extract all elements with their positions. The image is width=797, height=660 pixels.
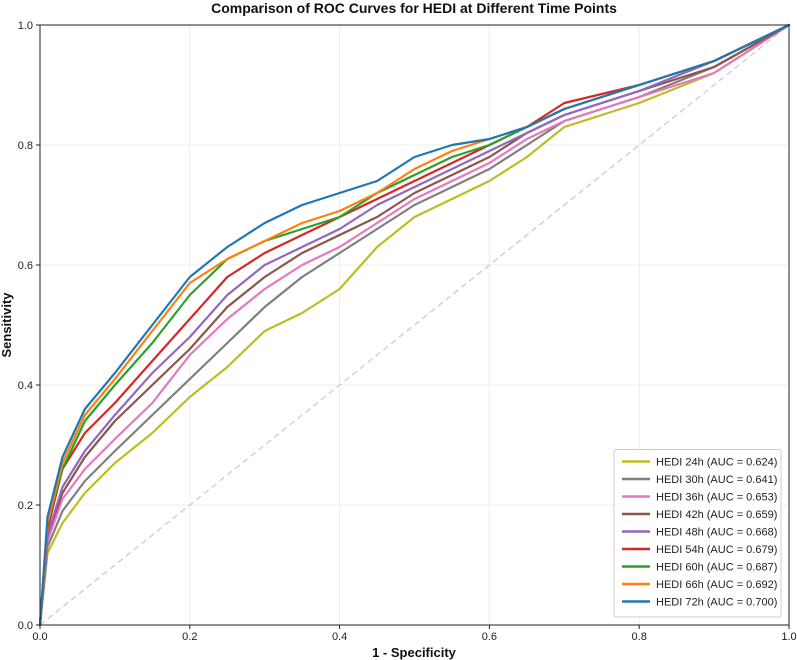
x-tick-label: 0.4	[332, 631, 347, 643]
x-axis-label: 1 - Specificity	[372, 645, 457, 660]
legend-label: HEDI 42h (AUC = 0.659)	[656, 509, 777, 521]
legend-label: HEDI 30h (AUC = 0.641)	[656, 474, 777, 486]
series-line-4	[38, 23, 791, 627]
chart-title: Comparison of ROC Curves for HEDI at Dif…	[211, 0, 617, 16]
legend-box	[613, 449, 782, 618]
y-tick-label: 0.8	[18, 140, 33, 152]
series-group	[38, 23, 791, 627]
x-tick-label: 0.2	[182, 631, 197, 643]
y-tick-label: 0.6	[18, 260, 33, 272]
legend-label: HEDI 54h (AUC = 0.679)	[656, 544, 777, 556]
legend-label: HEDI 66h (AUC = 0.692)	[656, 579, 777, 591]
axis-ticks: 0.0 0.2 0.4 0.6 0.8 1.0 0.0 0.2 0.4 0.6 0.8 1.0	[18, 20, 797, 643]
legend-label: HEDI 36h (AUC = 0.653)	[656, 492, 777, 504]
series-line-0	[38, 23, 791, 627]
y-tick-label: 1.0	[18, 20, 33, 32]
legend-label: HEDI 24h (AUC = 0.624)	[656, 457, 777, 469]
y-tick-label: 0.2	[18, 500, 33, 512]
y-tick-label: 0.0	[18, 620, 33, 632]
legend-label: HEDI 72h (AUC = 0.700)	[656, 597, 777, 609]
x-tick-label: 0.8	[632, 631, 647, 643]
x-tick-label: 1.0	[781, 631, 796, 643]
x-tick-label: 0.6	[482, 631, 497, 643]
legend-label: HEDI 48h (AUC = 0.668)	[656, 527, 777, 539]
series-line-5	[38, 23, 791, 627]
series-line-2	[38, 23, 791, 627]
plot-frame	[39, 24, 790, 626]
legend: HEDI 24h (AUC = 0.624) HEDI 30h (AUC = 0.…	[613, 449, 782, 618]
y-tick-label: 0.4	[18, 380, 33, 392]
x-tick-label: 0.0	[32, 631, 47, 643]
y-axis-label: Sensitivity	[0, 292, 14, 358]
legend-label: HEDI 60h (AUC = 0.687)	[656, 562, 777, 574]
series-line-8	[38, 23, 791, 627]
